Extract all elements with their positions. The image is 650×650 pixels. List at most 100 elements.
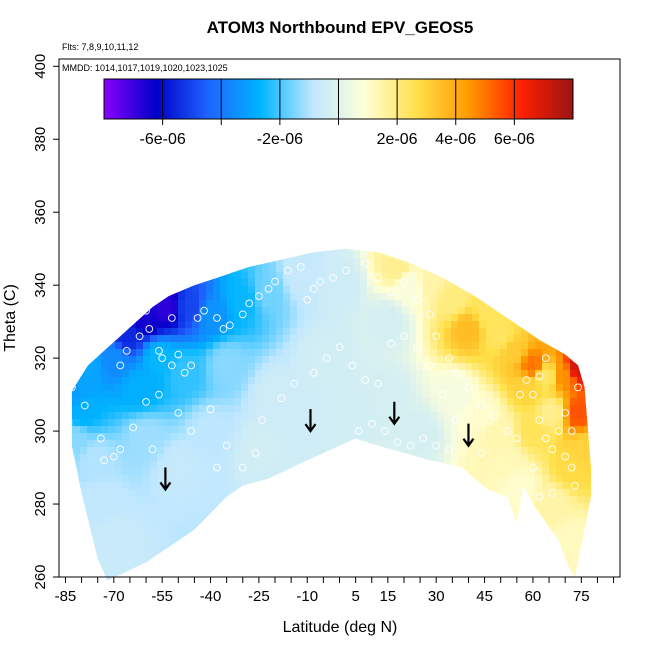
- field-cell: [297, 272, 305, 280]
- field-cell: [318, 461, 326, 469]
- field-cell: [521, 237, 529, 245]
- field-cell: [122, 447, 130, 455]
- field-cell: [227, 307, 235, 315]
- field-cell: [87, 454, 95, 462]
- field-cell: [570, 272, 578, 280]
- field-cell: [402, 538, 410, 546]
- field-cell: [269, 503, 277, 511]
- field-cell: [591, 258, 599, 266]
- field-cell: [108, 251, 116, 259]
- field-cell: [185, 447, 193, 455]
- field-cell: [164, 279, 172, 287]
- field-cell: [598, 531, 606, 539]
- field-cell: [101, 510, 109, 518]
- field-cell: [206, 356, 214, 364]
- field-cell: [241, 342, 249, 350]
- field-cell: [71, 286, 74, 294]
- field-cell: [157, 370, 165, 378]
- field-cell: [570, 349, 578, 357]
- field-cell: [528, 559, 536, 567]
- field-cell: [290, 405, 298, 413]
- field-cell: [164, 433, 172, 441]
- field-cell: [479, 489, 487, 497]
- field-cell: [283, 398, 291, 406]
- field-cell: [255, 370, 263, 378]
- field-cell: [241, 482, 249, 490]
- field-cell: [94, 447, 102, 455]
- field-cell: [437, 293, 445, 301]
- field-cell: [318, 454, 326, 462]
- field-cell: [283, 307, 291, 315]
- x-tick-label: 60: [525, 588, 542, 605]
- field-cell: [528, 356, 536, 364]
- field-cell: [234, 286, 242, 294]
- field-cell: [388, 342, 396, 350]
- field-cell: [458, 349, 466, 357]
- field-cell: [59, 293, 67, 301]
- field-cell: [500, 391, 508, 399]
- field-cell: [430, 286, 438, 294]
- field-cell: [108, 482, 116, 490]
- observation-point: [238, 463, 247, 472]
- field-cell: [136, 384, 144, 392]
- field-cell: [416, 328, 424, 336]
- field-cell: [108, 370, 116, 378]
- field-cell: [241, 468, 249, 476]
- field-cell: [318, 363, 326, 371]
- field-cell: [458, 251, 466, 259]
- field-cell: [423, 566, 431, 574]
- field-cell: [570, 524, 578, 532]
- field-cell: [234, 370, 242, 378]
- field-cell: [73, 251, 81, 259]
- field-cell: [269, 209, 277, 217]
- field-cell: [87, 230, 95, 238]
- field-cell: [297, 328, 305, 336]
- field-cell: [199, 321, 207, 329]
- field-cell: [556, 314, 564, 322]
- field-cell: [185, 342, 193, 350]
- field-cell: [598, 244, 606, 252]
- field-cell: [367, 538, 375, 546]
- field-cell: [122, 461, 130, 469]
- field-cell: [80, 314, 88, 322]
- field-cell: [381, 517, 389, 525]
- field-cell: [353, 496, 361, 504]
- field-cell: [514, 384, 522, 392]
- field-cell: [276, 384, 284, 392]
- observation-point: [174, 350, 183, 359]
- field-cell: [486, 405, 494, 413]
- field-cell: [542, 538, 550, 546]
- field-cell: [563, 251, 571, 259]
- dates-note: MMDD: 1014,1017,1019,1020,1023,1025: [62, 63, 228, 73]
- field-cell: [577, 503, 585, 511]
- field-cell: [556, 433, 564, 441]
- field-cell: [206, 384, 214, 392]
- field-cell: [73, 503, 81, 511]
- field-cell: [115, 265, 123, 273]
- field-cell: [451, 503, 459, 511]
- field-cell: [605, 244, 613, 252]
- field-cell: [318, 545, 326, 553]
- field-cell: [521, 230, 529, 238]
- field-cell: [437, 307, 445, 315]
- field-cell: [402, 468, 410, 476]
- field-cell: [241, 440, 249, 448]
- field-cell: [71, 426, 74, 434]
- field-cell: [227, 454, 235, 462]
- field-cell: [430, 237, 438, 245]
- field-cell: [290, 454, 298, 462]
- field-cell: [416, 265, 424, 273]
- field-cell: [570, 300, 578, 308]
- field-cell: [493, 545, 501, 553]
- field-cell: [185, 391, 193, 399]
- field-cell: [136, 538, 144, 546]
- field-cell: [220, 209, 228, 217]
- field-cell: [346, 248, 354, 252]
- field-cell: [185, 300, 193, 308]
- field-cell: [388, 454, 396, 462]
- field-cell: [318, 426, 326, 434]
- field-cell: [297, 391, 305, 399]
- field-cell: [143, 342, 151, 350]
- field-cell: [199, 531, 207, 539]
- field-cell: [108, 342, 116, 350]
